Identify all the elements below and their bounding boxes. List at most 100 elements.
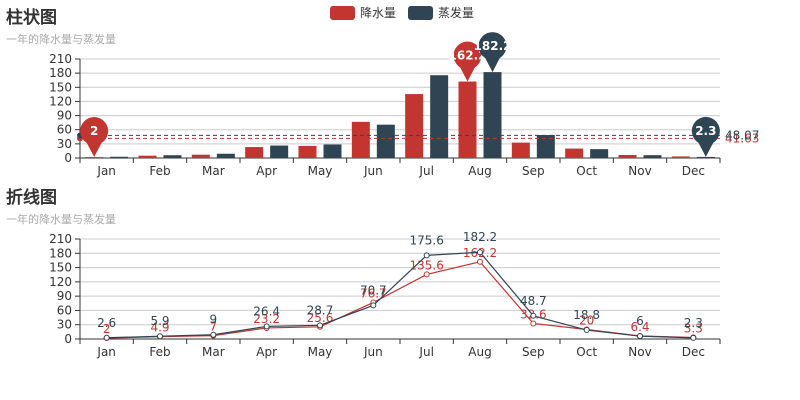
- line-data-label-precipitation: 135.6: [409, 258, 443, 272]
- line-chart-subtitle: 一年的降水量与蒸发量: [6, 213, 116, 226]
- line-point-evaporation: [263, 323, 270, 330]
- line-series-evaporation: [106, 251, 694, 339]
- line-chart-title: 折线图: [6, 188, 57, 208]
- legend-item-evaporation[interactable]: 蒸发量: [408, 4, 474, 21]
- bar-evaporation: [590, 149, 609, 158]
- mark-point-label: 182.2: [474, 39, 512, 53]
- line-data-label-evaporation: 28.7: [307, 303, 334, 317]
- bar-x-tick-label: Feb: [149, 164, 170, 178]
- line-x-tick-label: Nov: [628, 345, 651, 359]
- bar-x-tick-label: Oct: [576, 164, 597, 178]
- line-data-label-precipitation: 6.4: [630, 320, 649, 334]
- line-y-tick-label: 60: [57, 303, 72, 317]
- legend-item-precipitation[interactable]: 降水量: [330, 4, 396, 21]
- bar-y-tick-label: 0: [64, 151, 72, 165]
- line-data-label-evaporation: 9: [210, 313, 218, 327]
- line-point-evaporation: [317, 322, 323, 329]
- mark-point-pin: [478, 32, 507, 73]
- line-x-tick-label: Mar: [202, 345, 225, 359]
- line-data-label-precipitation: 3.3: [684, 321, 703, 335]
- line-y-tick-label: 90: [57, 289, 72, 303]
- bar-x-tick-label: May: [308, 164, 333, 178]
- bar-precipitation: [138, 155, 157, 158]
- line-point-precipitation: [477, 258, 483, 265]
- line-data-label-evaporation: 18.8: [573, 308, 600, 322]
- bar-x-tick-label: Apr: [256, 164, 277, 178]
- bar-y-tick-label: 210: [49, 52, 72, 66]
- line-x-tick-label: Jul: [418, 345, 433, 359]
- line-point-precipitation: [530, 320, 537, 327]
- line-data-label-precipitation: 2: [103, 322, 111, 336]
- line-data-label-precipitation: 23.2: [253, 312, 280, 326]
- bar-x-tick-label: Jan: [96, 164, 116, 178]
- bar-x-tick-label: Mar: [202, 164, 225, 178]
- mark-point-pin: [691, 116, 720, 157]
- bar-chart-subtitle: 一年的降水量与蒸发量: [6, 33, 116, 46]
- bar-precipitation: [85, 157, 104, 158]
- legend-label-evaporation: 蒸发量: [438, 6, 475, 20]
- line-y-tick-label: 150: [49, 261, 72, 275]
- bar-y-tick-label: 120: [49, 94, 72, 108]
- line-data-label-precipitation: 76.7: [360, 286, 387, 300]
- line-data-label-evaporation: 5.9: [150, 314, 169, 328]
- line-y-tick-label: 180: [49, 246, 72, 260]
- average-mark-line-label: 41.63: [725, 131, 759, 145]
- line-point-precipitation: [423, 271, 430, 278]
- bar-evaporation: [643, 155, 662, 158]
- line-point-evaporation: [637, 333, 643, 340]
- line-y-tick-label: 30: [57, 318, 72, 332]
- legend-swatch-evaporation: [408, 5, 434, 20]
- line-point-evaporation: [690, 334, 697, 341]
- line-data-label-evaporation: 2.6: [97, 316, 116, 330]
- bar-precipitation: [511, 142, 530, 158]
- bar-y-tick-label: 60: [57, 123, 72, 137]
- line-x-tick-label: Sep: [522, 345, 545, 359]
- bar-x-tick-label: Jun: [363, 164, 383, 178]
- line-data-label-evaporation: 175.6: [409, 233, 443, 247]
- bar-x-tick-label: Aug: [468, 164, 491, 178]
- line-point-evaporation: [530, 312, 537, 319]
- line-x-tick-label: Oct: [576, 345, 597, 359]
- line-data-label-evaporation: 48.7: [520, 294, 547, 308]
- line-point-evaporation: [477, 249, 483, 256]
- line-data-label-precipitation: 20: [579, 313, 594, 327]
- line-x-tick-label: Dec: [682, 345, 705, 359]
- bar-precipitation: [618, 154, 637, 158]
- bar-precipitation: [671, 156, 690, 158]
- line-point-evaporation: [103, 334, 110, 341]
- line-y-tick-label: 120: [49, 275, 72, 289]
- bar-evaporation: [270, 145, 289, 158]
- bar-evaporation: [696, 156, 715, 158]
- bar-y-tick-label: 180: [49, 66, 72, 80]
- line-x-tick-label: Feb: [149, 345, 170, 359]
- line-data-label-evaporation: 26.4: [253, 304, 280, 318]
- bar-x-tick-label: Nov: [628, 164, 651, 178]
- bar-y-tick-label: 150: [49, 80, 72, 94]
- line-point-evaporation: [370, 302, 377, 309]
- bar-precipitation: [245, 147, 264, 158]
- bar-y-tick-label: 90: [57, 109, 72, 123]
- line-point-evaporation: [423, 252, 430, 259]
- bar-precipitation: [298, 145, 317, 158]
- bar-x-tick-label: Dec: [682, 164, 705, 178]
- bar-x-tick-label: Jul: [418, 164, 433, 178]
- mark-point-pin: [80, 117, 109, 158]
- bar-x-tick-label: Sep: [522, 164, 545, 178]
- line-x-tick-label: Aug: [468, 345, 491, 359]
- line-data-label-evaporation: 182.2: [463, 230, 497, 244]
- bar-evaporation: [483, 72, 502, 158]
- bar-evaporation: [430, 75, 449, 158]
- legend-label-precipitation: 降水量: [360, 6, 397, 20]
- bar-precipitation: [565, 148, 584, 158]
- line-point-evaporation: [157, 333, 163, 340]
- line-data-label-precipitation: 25.6: [307, 311, 334, 325]
- line-data-label-evaporation: 70.7: [360, 283, 387, 297]
- line-y-tick-label: 210: [49, 232, 72, 246]
- mark-point-pin: [453, 41, 482, 82]
- line-x-tick-label: May: [308, 345, 333, 359]
- line-data-label-evaporation: 2.3: [684, 316, 703, 330]
- bar-chart-title: 柱状图: [6, 8, 57, 28]
- bar-evaporation: [376, 124, 395, 158]
